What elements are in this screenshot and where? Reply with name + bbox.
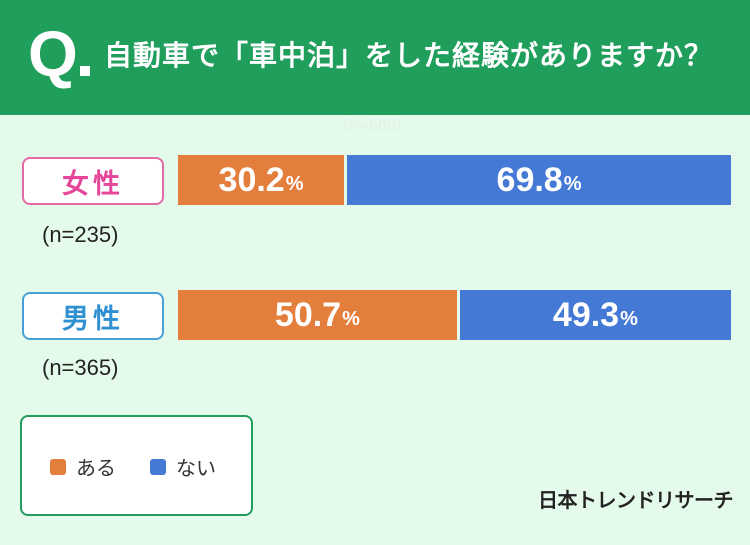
question-mark: Q bbox=[28, 18, 78, 90]
data-label-male-no: 49.3 bbox=[552, 295, 620, 334]
data-label-female-no: 69.8 bbox=[496, 160, 563, 199]
question-header: Q 自動車で「車中泊」をした経験がありますか？ bbox=[0, 0, 750, 115]
legend-swatch-no bbox=[150, 458, 166, 475]
bar-segment-male-yes: 50.7% bbox=[178, 290, 457, 340]
data-label-unit: % bbox=[563, 172, 582, 195]
category-label-male: 男性 bbox=[22, 292, 164, 340]
sample-size-female: (n=235) bbox=[42, 222, 119, 247]
legend: ある ない bbox=[20, 415, 253, 516]
legend-item-no: ない bbox=[150, 452, 216, 481]
bar-segment-female-no: 69.8% bbox=[347, 155, 731, 205]
bar-segment-male-no: 49.3% bbox=[459, 290, 731, 340]
legend-item-yes: ある bbox=[50, 452, 116, 481]
bar-segment-female-yes: 30.2% bbox=[178, 155, 345, 205]
bar-gap bbox=[456, 290, 460, 340]
question-text: 自動車で「車中泊」をした経験がありますか？ bbox=[104, 39, 714, 72]
legend-label-yes: ある bbox=[76, 456, 116, 480]
total-sample-size: (n=600) bbox=[343, 118, 402, 134]
category-label-female: 女性 bbox=[22, 157, 164, 205]
bar-female: 30.2% 69.8% bbox=[178, 155, 731, 205]
sample-size-male: (n=365) bbox=[42, 355, 119, 380]
legend-swatch-yes bbox=[50, 458, 66, 475]
bar-gap bbox=[344, 155, 348, 205]
question-dot-icon bbox=[80, 66, 90, 76]
legend-label-no: ない bbox=[176, 456, 216, 480]
bar-male: 50.7% 49.3% bbox=[178, 290, 731, 340]
data-label-female-yes: 30.2 bbox=[218, 160, 285, 199]
data-label-unit: % bbox=[342, 307, 360, 330]
data-label-unit: % bbox=[285, 172, 304, 195]
data-label-male-yes: 50.7 bbox=[274, 295, 342, 334]
data-label-unit: % bbox=[620, 307, 638, 330]
brand-logo: 日本トレンドリサーチ bbox=[538, 488, 734, 512]
